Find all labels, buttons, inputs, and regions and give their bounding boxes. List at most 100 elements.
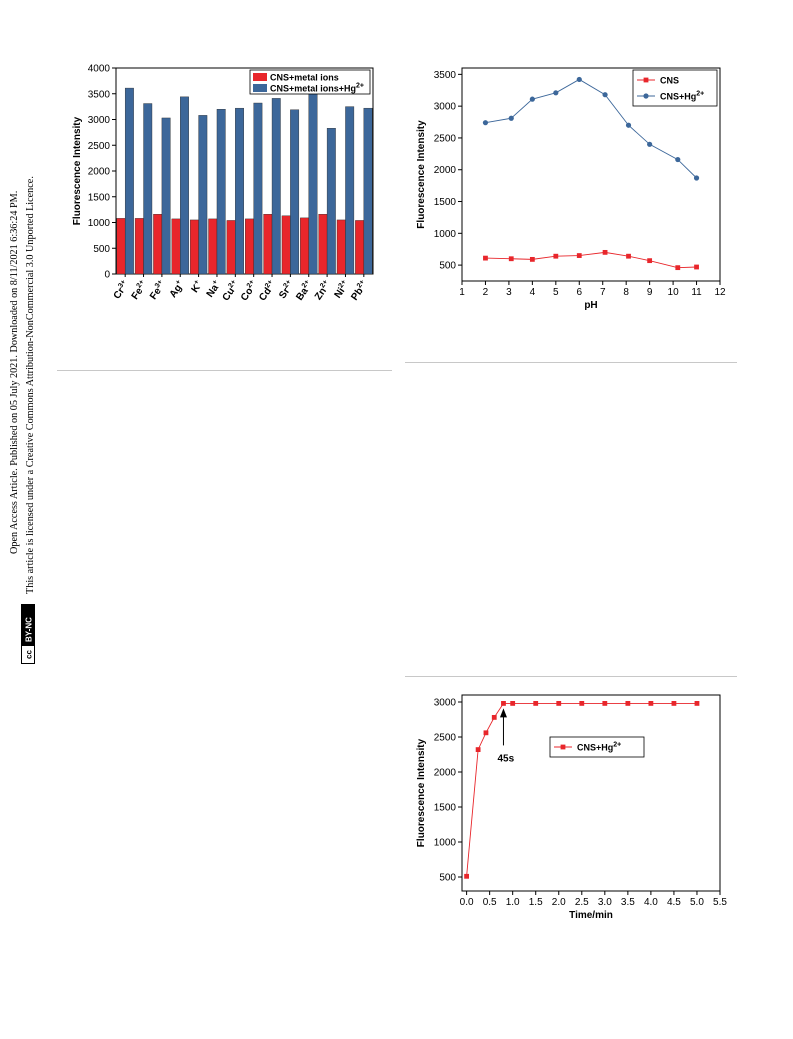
legend-label: CNS+Hg2+ [577, 742, 621, 753]
x-tick-label: Cr3+ [111, 279, 132, 302]
bar-cns [245, 218, 254, 275]
x-tick-label: K+ [189, 279, 205, 295]
data-point [647, 141, 653, 147]
y-axis-label: Fluorescence Intensity [416, 738, 427, 847]
x-tick-label: 7 [600, 287, 606, 298]
x-tick-label: 3.5 [621, 897, 635, 908]
x-tick-label: 10 [668, 287, 680, 298]
x-tick-label: Fe3+ [147, 279, 168, 302]
x-tick-label: 4.5 [667, 897, 681, 908]
y-tick-label: 3500 [88, 89, 111, 100]
x-tick-label: Pb2+ [349, 279, 371, 303]
data-point [576, 76, 582, 83]
y-axis-label: Fluorescence Intensity [416, 120, 427, 229]
x-tick-label: Sr2+ [276, 279, 296, 301]
bar-cns [263, 214, 273, 275]
x-tick-label: 1.0 [506, 897, 520, 908]
data-point [553, 253, 559, 259]
bar-cns-hg [198, 115, 208, 275]
legend-label: CNS+Hg2+ [660, 91, 704, 102]
series-line [485, 78, 697, 179]
data-point [648, 701, 654, 706]
series-line [466, 702, 697, 877]
data-point [483, 255, 488, 261]
x-tick-label: 8 [623, 287, 629, 298]
legend-swatch [253, 84, 267, 92]
x-axis-label: Time/min [569, 910, 613, 921]
series-line [485, 251, 697, 269]
license-line-2: This article is licensed under a Creativ… [25, 176, 36, 594]
x-tick-label: 2.0 [552, 897, 566, 908]
data-point [482, 120, 489, 126]
bar-cns-hg [290, 109, 300, 275]
data-point [694, 701, 700, 706]
data-point [675, 156, 681, 163]
y-tick-label: 500 [439, 261, 456, 272]
x-tick-label: Fe2+ [129, 279, 150, 302]
data-point [464, 873, 470, 879]
bar-cns-hg [363, 107, 373, 275]
bar-cns [336, 219, 346, 275]
data-point [475, 747, 481, 752]
y-tick-label: 500 [93, 244, 110, 255]
y-tick-label: 3000 [88, 115, 111, 126]
bar-cns [281, 215, 291, 275]
data-point [483, 730, 489, 736]
data-point [491, 715, 497, 720]
data-point [501, 701, 506, 706]
bar-cns-hg [271, 98, 281, 275]
y-tick-label: 3500 [434, 70, 457, 81]
by-nc-badge-label: BY-NC [25, 617, 34, 642]
x-axis-label: pH [584, 300, 597, 311]
chart-time-line: 0.0 0.5 1.0 1.5 2.0 2.5 3.0 3.5 4.0 4.5 5.0 5.5 500 1… [416, 694, 727, 921]
x-tick-label: 1.5 [529, 897, 543, 908]
y-tick-label: 1500 [88, 192, 111, 203]
y-tick-label: 2000 [434, 768, 457, 779]
data-point [693, 175, 700, 181]
bar-cns [208, 218, 218, 275]
x-tick-label: 5 [553, 287, 559, 298]
data-point [576, 253, 582, 258]
legend-swatch [253, 73, 267, 81]
bar-cns [226, 220, 236, 275]
data-point [671, 701, 677, 706]
data-point [625, 122, 632, 128]
x-tick-label: 0.0 [460, 897, 474, 908]
y-tick-label: 500 [439, 873, 456, 884]
x-tick-label: 2 [483, 287, 489, 298]
x-tick-label: Cu2+ [220, 279, 242, 303]
chart-ph-line: 1 2 3 4 5 6 7 8 9 10 11 125001000150020002500300035… [416, 67, 726, 311]
x-tick-label: 4.0 [644, 897, 658, 908]
x-tick-label: 5.0 [690, 897, 704, 908]
annotation-label: 45s [497, 753, 514, 764]
x-tick-label: 11 [691, 287, 702, 298]
bar-cns-hg [308, 85, 318, 275]
bar-cns [116, 218, 126, 275]
cc-by-nc-badge: cc BY-NC [21, 604, 35, 664]
legend-marker [560, 744, 566, 750]
bar-cns-hg [124, 87, 134, 275]
x-tick-label: 4 [530, 287, 536, 298]
x-tick-label: Co2+ [238, 279, 260, 303]
y-tick-label: 1000 [88, 218, 111, 229]
data-point [529, 256, 535, 262]
data-point [675, 265, 681, 271]
x-tick-label: Zn2+ [312, 279, 333, 302]
legend-marker [643, 77, 649, 83]
y-tick-label: 1500 [434, 197, 457, 208]
legend-box [549, 736, 645, 758]
y-tick-label: 3000 [434, 102, 457, 113]
x-tick-label: Ba2+ [293, 279, 315, 303]
legend-label: CNS [660, 76, 679, 86]
y-tick-label: 2000 [434, 165, 457, 176]
separator-left [57, 370, 392, 371]
bar-cns-hg [345, 106, 355, 275]
y-tick-label: 3000 [434, 698, 457, 709]
separator-right-top [405, 362, 737, 363]
bar-cns-hg [216, 109, 226, 275]
legend-box [632, 69, 718, 107]
data-point [647, 258, 653, 264]
data-point [533, 701, 539, 706]
separator-right-middle [405, 676, 737, 677]
y-tick-label: 2000 [88, 167, 111, 178]
